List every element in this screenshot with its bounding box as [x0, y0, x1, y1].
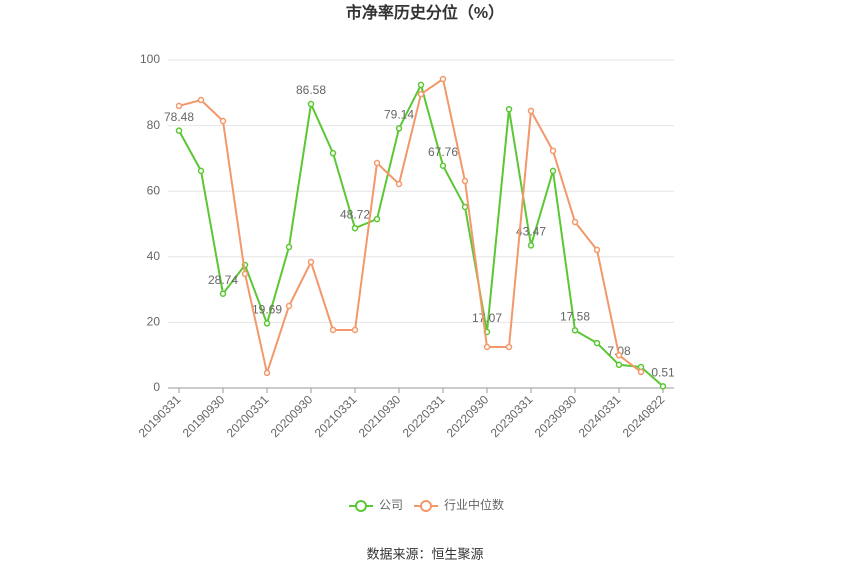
data-label: 17.07	[472, 311, 502, 325]
x-tick-label: 20240331	[576, 392, 624, 440]
y-tick-label: 20	[147, 315, 161, 329]
point	[439, 75, 447, 83]
point	[615, 361, 623, 369]
data-label: 86.58	[296, 83, 326, 97]
x-tick-label: 20230331	[488, 392, 536, 440]
point	[439, 162, 447, 169]
point	[197, 96, 205, 104]
x-tick-label: 20190331	[136, 392, 184, 440]
x-tick-label: 20230930	[532, 392, 580, 440]
y-tick-label: 0	[153, 380, 160, 394]
legend-marker	[355, 500, 367, 512]
point	[549, 167, 557, 175]
x-tick-label: 20190930	[180, 392, 228, 440]
legend-marker	[420, 500, 432, 512]
point	[373, 159, 381, 167]
point	[615, 351, 623, 359]
point	[373, 215, 381, 223]
point	[571, 218, 579, 226]
point	[417, 81, 425, 89]
data-label: 28.74	[208, 273, 238, 287]
point	[351, 326, 359, 334]
point	[527, 107, 535, 115]
x-tick-label: 20220331	[400, 392, 448, 440]
point	[307, 258, 315, 266]
source: 数据来源：恒生聚源	[366, 546, 483, 561]
point	[175, 102, 183, 110]
y-tick-label: 80	[147, 118, 161, 132]
y-tick-label: 40	[147, 249, 161, 263]
point	[263, 369, 271, 377]
point	[175, 127, 183, 134]
point	[549, 147, 557, 155]
point	[351, 224, 359, 232]
point	[307, 100, 315, 108]
point	[263, 320, 271, 327]
point	[505, 105, 513, 113]
point	[505, 343, 513, 351]
data-label: 67.76	[428, 145, 458, 159]
point	[593, 246, 601, 254]
point	[637, 368, 645, 376]
data-label: 19.69	[252, 303, 282, 317]
point	[219, 117, 227, 125]
y-tick-label: 100	[140, 52, 160, 66]
point	[219, 290, 227, 297]
series-line	[178, 77, 642, 377]
data-label: 43.47	[516, 225, 546, 239]
point	[395, 125, 403, 132]
x-tick-label: 20220930	[444, 392, 492, 440]
point	[241, 270, 249, 278]
point	[483, 343, 491, 351]
chart-title: 市净率历史分位（%）	[346, 3, 504, 22]
data-label: 0.51	[651, 365, 675, 379]
data-label: 78.48	[164, 110, 194, 124]
point	[285, 243, 293, 251]
point	[593, 339, 601, 347]
point	[197, 167, 205, 175]
x-tick-label: 20200331	[224, 392, 272, 440]
series-line	[178, 82, 664, 388]
legend-label: 行业中位数	[444, 497, 504, 512]
point	[461, 177, 469, 185]
legend-label: 公司	[379, 498, 403, 512]
point	[527, 242, 535, 249]
y-tick-label: 60	[147, 183, 161, 197]
data-label: 7.08	[607, 344, 631, 358]
x-tick-label: 20210331	[312, 392, 360, 440]
data-label: 79.14	[384, 108, 414, 122]
point	[329, 149, 337, 157]
point	[571, 327, 579, 334]
point	[285, 302, 293, 310]
point	[659, 383, 667, 390]
point	[329, 326, 337, 334]
point	[461, 203, 469, 211]
point	[417, 90, 425, 98]
x-tick-label: 20200930	[268, 392, 316, 440]
data-label: 17.58	[560, 310, 590, 324]
x-tick-label: 20240822	[620, 392, 668, 440]
point	[395, 180, 403, 188]
data-label: 48.72	[340, 207, 370, 221]
x-tick-label: 20210930	[356, 392, 404, 440]
